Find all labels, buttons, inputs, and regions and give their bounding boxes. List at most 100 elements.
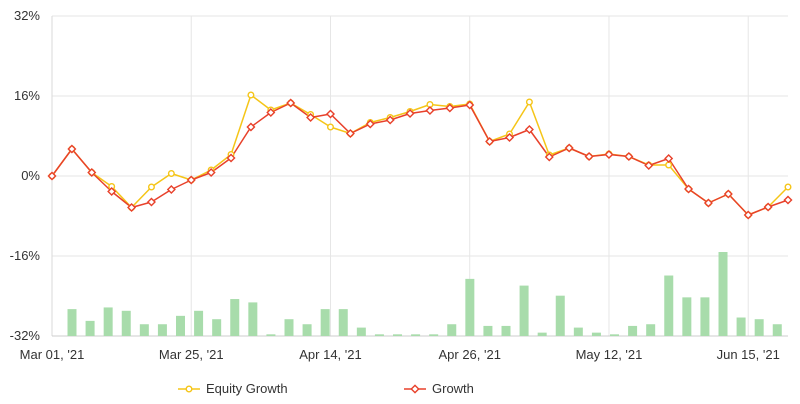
growth-point xyxy=(544,152,554,162)
growth-point xyxy=(723,189,733,199)
volume-bar xyxy=(754,319,764,336)
volume-bar xyxy=(700,297,710,336)
growth-point xyxy=(664,153,674,164)
volume-bar xyxy=(591,332,601,336)
growth-point xyxy=(405,108,415,119)
x-tick-label: Mar 25, '21 xyxy=(159,347,224,362)
x-tick-label: Mar 01, '21 xyxy=(20,347,85,362)
growth-point xyxy=(385,115,395,125)
y-tick-label: -32% xyxy=(10,328,41,343)
chart-legend: Equity Growth Growth xyxy=(0,381,800,403)
volume-bar xyxy=(194,310,204,336)
x-tick-label: Jun 15, '21 xyxy=(717,347,780,362)
equity-growth-line xyxy=(51,94,789,216)
growth-point xyxy=(186,175,196,185)
growth-point xyxy=(206,167,216,178)
equity-growth-point xyxy=(665,161,673,169)
growth-legend-icon xyxy=(404,383,426,394)
growth-point xyxy=(425,105,435,116)
volume-bar xyxy=(501,325,511,336)
volume-bar xyxy=(230,299,240,336)
y-tick-label: -16% xyxy=(10,248,41,263)
growth-point xyxy=(166,184,176,195)
growth-point xyxy=(87,167,97,178)
legend-label-equity-growth: Equity Growth xyxy=(206,381,288,396)
volume-bar xyxy=(121,310,131,336)
y-tick-label: 16% xyxy=(14,88,40,103)
growth-point xyxy=(306,112,316,123)
growth-point xyxy=(266,107,276,118)
volume-bar xyxy=(248,302,258,336)
volume-bar xyxy=(356,327,366,336)
volume-bar xyxy=(555,295,565,336)
growth-point xyxy=(67,144,77,154)
growth-point xyxy=(763,202,773,212)
equity-growth-point xyxy=(247,91,255,99)
x-tick-label: May 12, '21 xyxy=(576,347,643,362)
legend-item-equity-growth[interactable]: Equity Growth xyxy=(178,381,288,396)
volume-bar xyxy=(393,334,403,336)
growth-point xyxy=(445,103,455,113)
growth-point xyxy=(624,151,634,162)
volume-bar xyxy=(537,332,547,336)
equity-growth-legend-icon xyxy=(178,385,200,392)
volume-bar xyxy=(176,315,186,336)
volume-bar xyxy=(646,324,656,336)
growth-chart: 32% 16% 0% -16% -32% Mar 01, '21 Mar 25, '21 Ap… xyxy=(10,8,793,362)
equity-growth-point xyxy=(167,169,175,177)
volume-bar xyxy=(447,324,457,336)
growth-point xyxy=(703,198,713,208)
growth-point xyxy=(345,128,355,139)
volume-bar xyxy=(664,275,674,336)
growth-point xyxy=(146,197,156,207)
equity-growth-point xyxy=(326,123,334,131)
volume-bar xyxy=(465,278,475,336)
growth-point xyxy=(564,143,574,153)
volume-bar xyxy=(682,297,692,336)
equity-growth-point xyxy=(525,98,533,106)
growth-point xyxy=(107,186,117,197)
growth-point xyxy=(783,195,793,205)
growth-point xyxy=(47,171,57,181)
growth-line xyxy=(51,102,789,216)
volume-bar xyxy=(610,334,620,336)
growth-point xyxy=(465,100,475,110)
volume-bar xyxy=(718,252,728,336)
volume-bar xyxy=(157,324,167,336)
equity-growth-point xyxy=(147,183,155,191)
volume-bar xyxy=(320,309,330,336)
volume-bar xyxy=(67,309,77,336)
equity-growth-point xyxy=(784,183,792,191)
growth-point xyxy=(504,132,515,143)
x-tick-label: Apr 26, '21 xyxy=(438,347,500,362)
volume-bar xyxy=(736,317,746,336)
volume-bar xyxy=(573,327,583,336)
growth-point xyxy=(604,149,614,160)
volume-bar xyxy=(519,285,529,336)
volume-bar xyxy=(628,325,638,336)
volume-bar xyxy=(374,334,384,336)
growth-point xyxy=(684,184,694,194)
volume-bar xyxy=(139,324,149,336)
growth-point xyxy=(226,153,236,163)
growth-point xyxy=(524,124,534,135)
growth-point xyxy=(246,122,256,132)
y-tick-label: 32% xyxy=(14,8,40,23)
growth-point xyxy=(584,151,594,162)
y-tick-label: 0% xyxy=(21,168,40,183)
legend-item-growth[interactable]: Growth xyxy=(404,381,474,396)
volume-bar xyxy=(483,325,493,336)
volume-bar xyxy=(429,334,439,336)
volume-bar xyxy=(266,334,276,336)
growth-point xyxy=(365,119,375,129)
volume-bar xyxy=(103,307,113,336)
growth-point xyxy=(485,136,495,147)
volume-bar xyxy=(772,324,782,336)
volume-bar xyxy=(338,309,348,336)
volume-bar xyxy=(212,319,222,336)
volume-bar xyxy=(302,324,312,336)
legend-label-growth: Growth xyxy=(432,381,474,396)
growth-point xyxy=(644,160,654,171)
volume-bar xyxy=(284,319,294,336)
